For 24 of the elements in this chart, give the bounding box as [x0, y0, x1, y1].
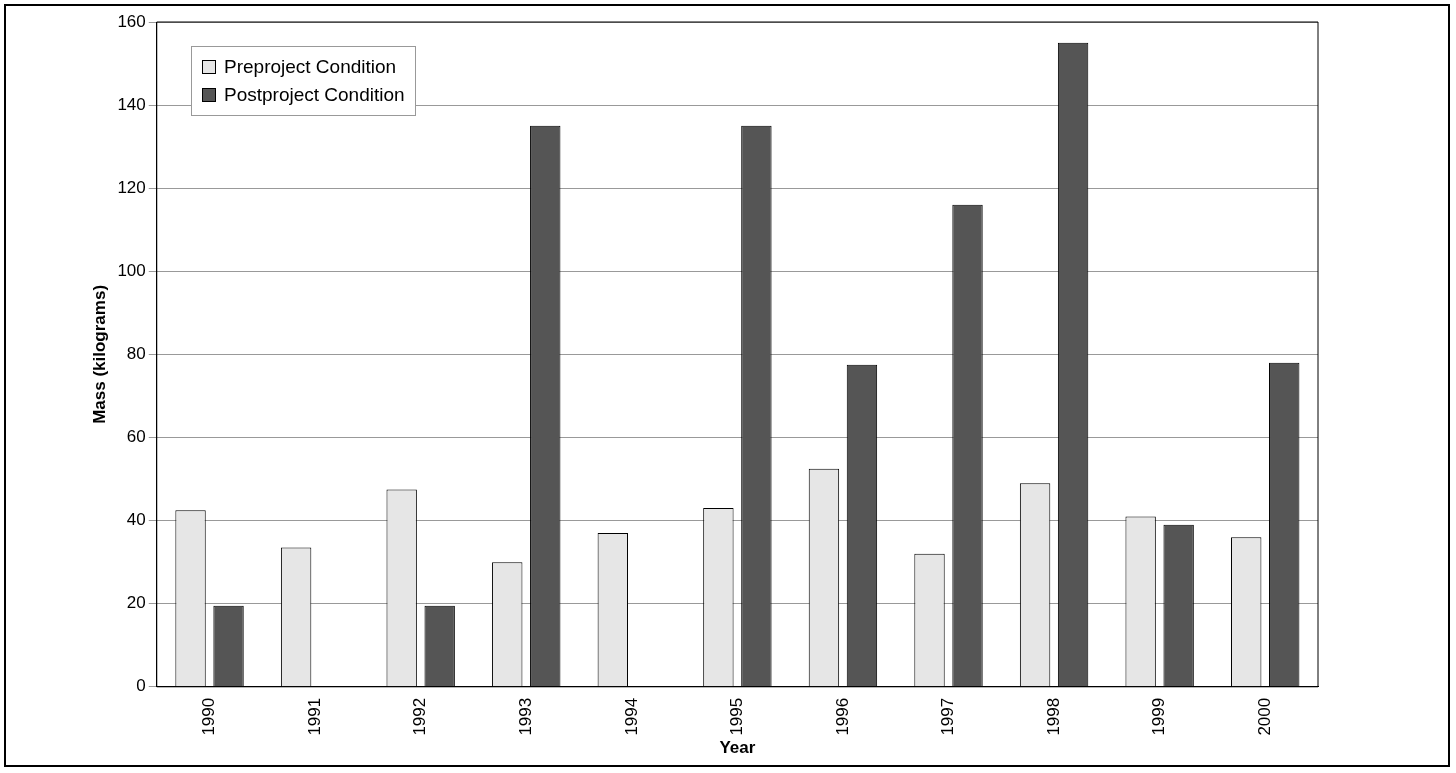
- y-tick-label: 80: [126, 344, 146, 364]
- x-tick-label: 1999: [1149, 697, 1169, 736]
- y-tick-label: 40: [126, 510, 146, 530]
- y-tick-label: 140: [117, 94, 146, 114]
- y-tick-label: 20: [126, 593, 146, 613]
- x-tick-label: 1998: [1043, 697, 1063, 736]
- y-axis-title: Mass (kilograms): [89, 284, 109, 424]
- y-tick-label: 0: [136, 676, 146, 696]
- y-tick-label: 160: [117, 11, 146, 31]
- y-tick-label: 120: [117, 177, 146, 197]
- y-tick-label: 100: [117, 260, 146, 280]
- legend-label: Postproject Condition: [224, 83, 405, 107]
- x-axis-title: Year: [719, 738, 756, 758]
- x-tick-label: 1993: [515, 697, 535, 736]
- y-tick-label: 60: [126, 427, 146, 447]
- x-tick-label: 1990: [199, 697, 219, 736]
- x-tick-label: 1994: [621, 697, 641, 736]
- x-tick-label: 1992: [410, 697, 430, 736]
- x-tick-label: 1997: [938, 697, 958, 736]
- x-tick-label: 1991: [304, 697, 324, 736]
- legend-label: Preproject Condition: [224, 55, 397, 79]
- x-tick-label: 1995: [727, 697, 747, 736]
- x-tick-label: 1996: [832, 697, 852, 736]
- x-tick-label: 2000: [1254, 697, 1274, 736]
